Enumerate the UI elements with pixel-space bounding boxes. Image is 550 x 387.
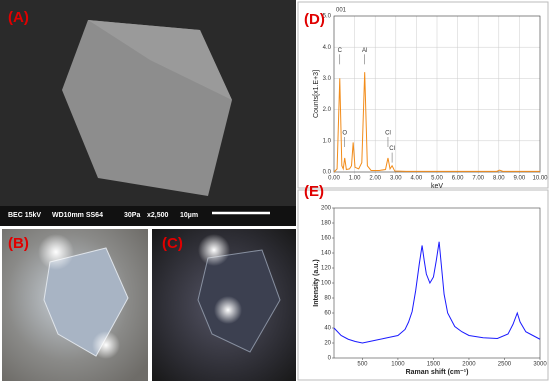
crystal	[197, 249, 281, 353]
panel-label: (E)	[304, 183, 324, 200]
panel-label: (C)	[162, 235, 183, 252]
x-tick-label: 1.00	[349, 176, 361, 182]
y-tick-label: 1.0	[323, 138, 332, 144]
x-tick-label: 10.00	[532, 176, 548, 182]
y-tick-label: 80	[324, 296, 331, 302]
x-tick-label: 2.00	[369, 176, 381, 182]
x-tick-label: 1000	[391, 362, 405, 368]
crystal	[43, 247, 129, 357]
y-tick-label: 3.0	[323, 76, 332, 82]
y-axis-label: Counts[x1.E+3]	[313, 70, 320, 118]
peak-label: Cl	[385, 131, 391, 137]
peak-label: Cl	[389, 146, 395, 152]
data-line	[333, 72, 540, 173]
y-tick-label: 120	[321, 266, 332, 272]
sem-info: WD10mm SS64	[52, 212, 103, 219]
x-tick-label: 7.00	[472, 176, 484, 182]
data-line	[333, 241, 541, 344]
x-tick-label: 8.00	[493, 176, 505, 182]
glare	[92, 331, 120, 359]
crystal-face	[88, 20, 232, 100]
y-tick-label: 4.0	[323, 45, 332, 51]
sem-info: BEC 15kV	[8, 212, 41, 219]
sem-info: 10µm	[180, 212, 198, 219]
panel-label: (D)	[304, 11, 325, 28]
x-tick-label: 0.00	[328, 176, 340, 182]
sem-info: 30Pa	[124, 212, 140, 219]
x-tick-label: 4.00	[411, 176, 423, 182]
glare	[38, 234, 74, 270]
x-tick-label: 2500	[498, 362, 512, 368]
chart-frame	[297, 1, 549, 189]
y-tick-label: 180	[321, 221, 332, 227]
chart-frame	[297, 189, 549, 381]
plot-area	[333, 15, 541, 173]
x-tick-label: 5.00	[431, 176, 443, 182]
info-bar	[0, 206, 296, 226]
peak-label: Al	[362, 48, 367, 54]
x-tick-label: 1500	[427, 362, 441, 368]
y-tick-label: 40	[324, 326, 331, 332]
x-tick-label: 3.00	[390, 176, 402, 182]
y-tick-label: 0	[328, 356, 332, 362]
peak-label: O	[342, 131, 347, 137]
panel-label: (B)	[8, 235, 29, 252]
peak-label: C	[338, 48, 343, 54]
y-tick-label: 100	[321, 281, 332, 287]
y-tick-label: 2.0	[323, 107, 332, 113]
y-tick-label: 160	[321, 236, 332, 242]
glare	[198, 234, 230, 266]
x-axis-label: keV	[431, 183, 443, 190]
plot-area	[333, 207, 541, 359]
x-tick-label: 2000	[462, 362, 476, 368]
y-tick-label: 5.0	[323, 14, 332, 20]
y-tick-label: 60	[324, 311, 331, 317]
chart-header: 001	[336, 8, 347, 14]
x-tick-label: 6.00	[452, 176, 464, 182]
glare	[214, 296, 242, 324]
x-tick-label: 9.00	[514, 176, 526, 182]
y-tick-label: 20	[324, 341, 331, 347]
sem-info: x2,500	[147, 212, 169, 219]
y-axis-label: Intensity (a.u.)	[313, 259, 320, 306]
y-tick-label: 200	[321, 206, 332, 212]
y-tick-label: 0.0	[323, 170, 332, 176]
x-axis-label: Raman shift (cm⁻¹)	[406, 369, 469, 376]
y-tick-label: 140	[321, 251, 332, 257]
x-tick-label: 3000	[533, 362, 547, 368]
x-tick-label: 500	[357, 362, 368, 368]
panel-label: (A)	[8, 9, 29, 26]
